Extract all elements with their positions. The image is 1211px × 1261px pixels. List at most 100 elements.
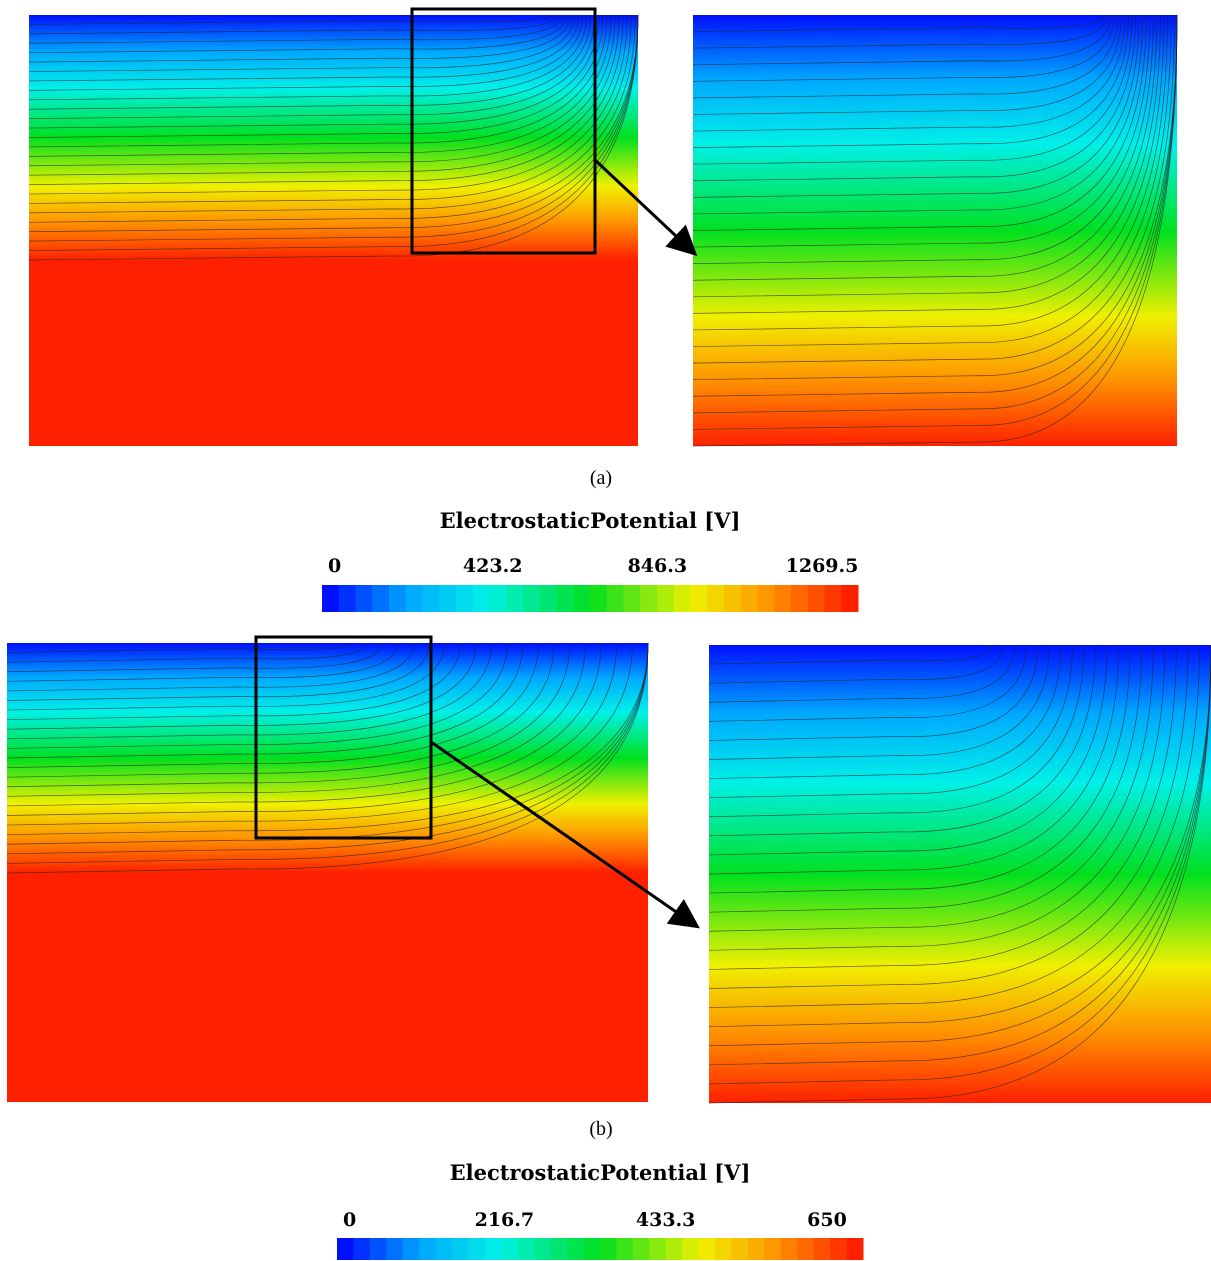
contour-line: [708, 644, 1073, 799]
colorbar-swatch: [665, 1238, 683, 1260]
colorbar-swatch: [764, 1238, 782, 1260]
contour-line: [708, 644, 1062, 779]
colorbar-swatch: [698, 1238, 716, 1260]
colorbar-swatch: [452, 1238, 469, 1260]
contour-line: [6, 642, 539, 768]
zoom-box: [254, 635, 433, 840]
contour-line: [6, 642, 649, 864]
contour-line: [708, 644, 1131, 894]
contour-line: [28, 14, 587, 101]
contour-line: [692, 14, 1151, 248]
contour-line: [708, 644, 1211, 1028]
colorbar-swatch: [590, 585, 608, 612]
contour-line: [692, 14, 1178, 381]
contour-line: [708, 644, 1027, 722]
contour-line: [6, 642, 461, 721]
colorbar-swatch: [539, 585, 557, 612]
colorbar-swatch: [389, 585, 407, 612]
colorbar-swatch: [573, 585, 591, 612]
colorbar-swatch: [707, 585, 725, 612]
colorbar-swatch: [682, 1238, 700, 1260]
contour-line: [692, 14, 1133, 165]
contour-line: [28, 14, 604, 138]
contour-line: [708, 644, 1050, 760]
contour-line: [28, 14, 575, 72]
contour-line: [708, 644, 1108, 856]
contour-line: [28, 14, 639, 223]
contour-line: [708, 644, 992, 665]
colorbar-tick-label: 433.3: [636, 1209, 696, 1231]
colorbar-swatch: [606, 585, 624, 612]
contour-line: [692, 14, 1175, 364]
contour-line: [708, 644, 1154, 932]
contour-line: [692, 14, 1115, 82]
potential-field: [7, 643, 648, 873]
colorbar-swatch: [690, 585, 708, 612]
contour-line: [692, 14, 1119, 99]
colorbar-tick-label: 650: [807, 1209, 847, 1231]
colorbar-swatch: [623, 585, 641, 612]
contour-line: [28, 14, 639, 242]
colorbar-swatch: [405, 585, 423, 612]
contour-line: [6, 642, 649, 874]
contour-line: [6, 642, 430, 701]
colorbar-swatch: [600, 1238, 617, 1260]
colorbar-swatch: [468, 1238, 486, 1260]
colorbar-swatch: [747, 1238, 765, 1260]
contour-line: [6, 642, 571, 788]
colorbar-swatch: [824, 585, 842, 612]
colorbar-swatch: [774, 585, 792, 612]
colorbar-swatch: [813, 1238, 831, 1260]
colorbar-swatch: [322, 585, 340, 612]
colorbar-title: ElectrostaticPotential [V]: [450, 1160, 751, 1185]
colorbar-tick-label: 1269.5: [786, 555, 859, 577]
contour-line: [692, 14, 1104, 32]
colorbar-swatch: [338, 585, 356, 612]
contour-line: [28, 14, 639, 251]
colorbar-swatch: [724, 585, 742, 612]
colorbar-swatch: [489, 585, 507, 612]
contour-line: [692, 14, 1178, 397]
contour-line: [692, 14, 1136, 182]
colorbar-swatch: [517, 1238, 535, 1260]
contour-line: [28, 14, 596, 120]
contour-line: [28, 14, 632, 204]
contour-line: [708, 644, 1200, 1008]
colorbar-swatch: [556, 585, 574, 612]
contour-line: [708, 644, 1211, 1047]
contour-line: [692, 14, 1158, 281]
contour-line: [708, 644, 1143, 913]
contour-line: [692, 14, 1178, 414]
contour-line: [692, 14, 1178, 430]
contour-line: [28, 14, 571, 63]
contour-line: [6, 642, 367, 663]
caption: (a): [590, 467, 612, 489]
contour-line: [28, 14, 639, 261]
contour-line: [28, 14, 583, 91]
colorbar-swatch: [456, 585, 474, 612]
contour-plots: [6, 7, 1211, 1104]
colorbar-swatch: [740, 585, 758, 612]
zoom-arrow: [430, 740, 700, 929]
colorbar-swatch: [506, 585, 524, 612]
colorbar-swatch: [501, 1238, 519, 1260]
contour-line: [692, 14, 1168, 331]
colorbar-swatch: [439, 585, 457, 612]
contour-line: [6, 642, 555, 778]
contour-line: [708, 644, 1211, 1066]
contour-line: [28, 14, 636, 214]
contour-line: [28, 14, 624, 185]
colorbar-swatch: [337, 1238, 354, 1260]
colorbar-swatch: [567, 1238, 585, 1260]
colorbar-swatch: [435, 1238, 453, 1260]
potential-field: [693, 15, 1177, 446]
contour-line: [6, 642, 524, 759]
colorbar-swatch: [673, 585, 691, 612]
contour-line: [28, 14, 567, 54]
contour-line: [708, 644, 1096, 837]
contour-line: [708, 644, 1004, 684]
contour-line: [28, 14, 628, 195]
colorbar-title: ElectrostaticPotential [V]: [440, 508, 741, 533]
colorbar-swatch: [657, 585, 675, 612]
contour-line: [708, 644, 1189, 989]
